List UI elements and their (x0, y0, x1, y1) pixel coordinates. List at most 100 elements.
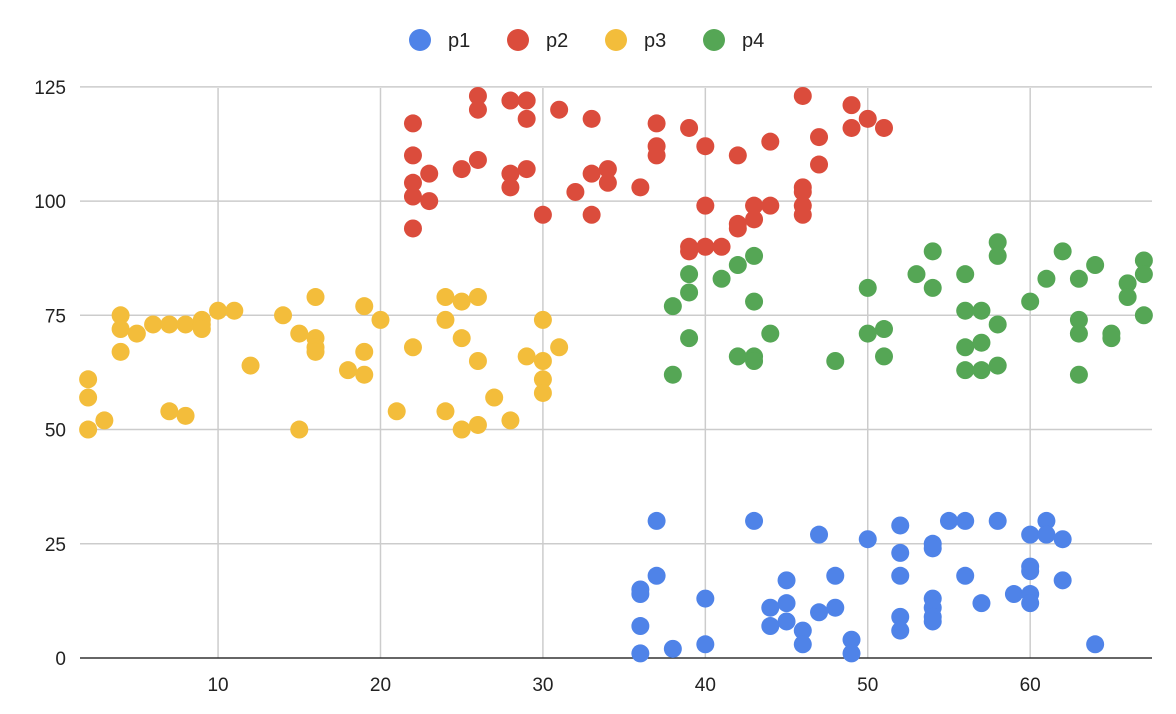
data-point-p1 (1037, 511, 1056, 530)
data-point-p1 (956, 566, 975, 585)
data-point-p3 (111, 320, 130, 339)
data-point-p2 (793, 182, 812, 201)
data-point-p4 (972, 361, 991, 380)
data-point-p1 (663, 639, 682, 658)
data-point-p3 (339, 361, 357, 380)
data-point-p4 (1134, 251, 1153, 270)
data-point-p4 (663, 365, 682, 384)
data-point-p2 (550, 100, 569, 119)
y-tick-label: 50 (45, 421, 66, 442)
data-point-p3 (160, 402, 179, 421)
series-p2 (403, 86, 893, 261)
data-point-p4 (875, 320, 893, 339)
data-point-p4 (972, 301, 991, 320)
data-point-p1 (891, 566, 910, 585)
data-point-p3 (550, 338, 569, 357)
data-point-p2 (517, 91, 536, 110)
data-point-p3 (290, 420, 309, 439)
grid-layer (80, 86, 1152, 658)
data-point-p4 (956, 338, 975, 357)
y-tick-label: 75 (45, 306, 66, 327)
data-point-p2 (842, 96, 861, 115)
data-point-p4 (680, 329, 699, 348)
data-point-p3 (355, 342, 374, 361)
data-point-p4 (956, 301, 975, 320)
data-point-p2 (501, 164, 520, 183)
data-point-p1 (1037, 525, 1056, 544)
series-p3 (79, 288, 569, 439)
legend-marker-p1 (409, 29, 431, 51)
data-point-p1 (647, 511, 666, 530)
data-point-p2 (468, 150, 487, 169)
data-point-p3 (95, 411, 114, 430)
y-tick-label: 25 (45, 535, 66, 556)
y-tick-label: 0 (55, 649, 66, 670)
data-point-p2 (745, 196, 764, 215)
data-point-p4 (728, 256, 747, 275)
data-point-p2 (761, 132, 780, 151)
data-point-p3 (306, 342, 325, 361)
data-point-p4 (988, 315, 1007, 334)
data-point-p3 (436, 288, 455, 307)
legend-item-p3: p3 (605, 29, 666, 52)
data-point-p1 (745, 511, 764, 530)
data-point-p2 (420, 164, 439, 183)
data-point-p2 (680, 242, 699, 261)
x-tick-label: 20 (370, 675, 391, 696)
x-tick-label: 30 (532, 675, 553, 696)
data-point-p2 (566, 182, 585, 201)
data-point-p3 (79, 370, 98, 389)
data-point-p4 (1069, 324, 1088, 343)
data-point-p3 (176, 315, 195, 334)
x-tick-label: 10 (207, 675, 228, 696)
data-point-p1 (939, 511, 958, 530)
data-point-p4 (923, 278, 942, 297)
data-point-p3 (111, 306, 130, 325)
data-point-p1 (891, 607, 910, 626)
data-point-p3 (306, 288, 325, 307)
data-point-p3 (436, 310, 455, 329)
data-point-p2 (501, 178, 520, 197)
data-point-p1 (923, 539, 942, 558)
data-point-p2 (680, 118, 699, 137)
data-point-p4 (663, 297, 682, 316)
data-point-p3 (517, 347, 536, 366)
data-point-p2 (793, 86, 812, 105)
data-point-p4 (956, 361, 975, 380)
data-point-p2 (452, 160, 471, 179)
data-point-p3 (79, 388, 98, 407)
data-point-p4 (1069, 269, 1088, 288)
data-point-p3 (160, 315, 179, 334)
data-point-p4 (956, 265, 975, 284)
legend-item-p4: p4 (703, 29, 764, 52)
data-point-p1 (1053, 530, 1072, 549)
data-point-p2 (598, 173, 617, 192)
data-point-p2 (403, 146, 422, 165)
data-point-p2 (696, 196, 715, 215)
data-point-p1 (631, 644, 650, 663)
data-point-p2 (647, 114, 666, 133)
data-point-p1 (810, 525, 829, 544)
data-point-p4 (988, 246, 1007, 265)
data-point-p1 (777, 571, 796, 590)
data-point-p2 (501, 91, 520, 110)
data-point-p3 (452, 329, 471, 348)
data-point-p4 (875, 347, 893, 366)
data-point-p3 (436, 402, 455, 421)
data-point-p3 (176, 406, 195, 425)
y-tick-label: 125 (34, 78, 66, 99)
data-point-p2 (728, 146, 747, 165)
points-layer (79, 86, 1153, 663)
data-point-p4 (858, 324, 877, 343)
data-point-p3 (355, 297, 374, 316)
data-point-p2 (631, 178, 650, 197)
data-point-p1 (631, 617, 650, 636)
data-point-p2 (403, 114, 422, 133)
data-point-p2 (810, 128, 829, 147)
data-point-p4 (745, 292, 764, 311)
data-point-p2 (403, 187, 422, 206)
legend: p1 p2 p3 p4 (409, 29, 764, 52)
data-point-p4 (1102, 329, 1121, 348)
data-point-p3 (403, 338, 422, 357)
